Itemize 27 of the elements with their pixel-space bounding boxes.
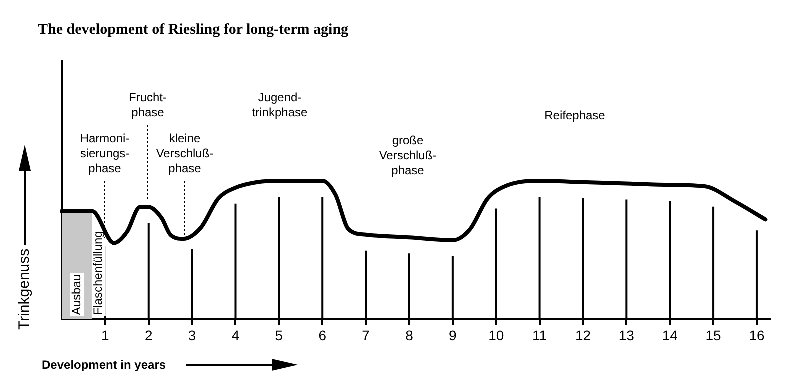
x-tick-label: 1 <box>102 327 110 344</box>
x-tick-label: 3 <box>188 327 196 344</box>
x-tick-label: 2 <box>144 327 153 344</box>
x-tick-label: 10 <box>488 327 504 344</box>
x-tick-label: 4 <box>232 327 240 344</box>
text: Frucht- phase <box>128 90 168 120</box>
x-tick-label: 9 <box>449 327 458 344</box>
x-tick-label: 16 <box>749 327 765 344</box>
x-tick-label: 11 <box>532 327 548 344</box>
x-tick-label: 14 <box>662 327 678 344</box>
text: kleine Verschluß- phase <box>156 131 214 176</box>
x-axis-title: Development in years <box>42 358 166 372</box>
x-tick-label: 15 <box>706 327 722 344</box>
x-tick-label: 12 <box>575 327 592 344</box>
chart-title: The development of Riesling for long-term aging <box>38 22 349 39</box>
text: große Verschluß- phase <box>379 133 437 178</box>
text: Jugend- trinkphase <box>252 90 308 120</box>
band-label: Flaschenfüllung <box>91 231 106 316</box>
text: Harmoni- sierungs- phase <box>80 131 130 176</box>
x-tick-label: 6 <box>318 327 327 344</box>
x-tick-label: 7 <box>362 327 370 344</box>
x-tick-label: 13 <box>618 327 635 344</box>
x-tick-label: 5 <box>275 327 284 344</box>
x-tick-label: 8 <box>406 327 414 344</box>
text: Reifephase <box>544 108 606 122</box>
y-axis-title: Trinkgenuss <box>16 248 33 330</box>
band-label: Ausbau <box>70 274 84 316</box>
